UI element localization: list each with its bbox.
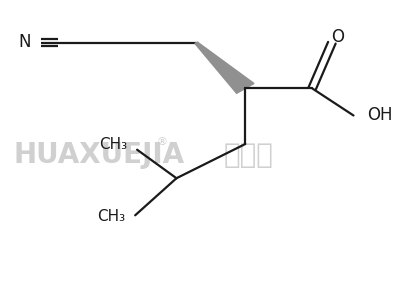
Text: OH: OH	[367, 107, 393, 124]
Text: ®: ®	[157, 138, 168, 147]
Text: CH₃: CH₃	[97, 209, 125, 224]
Text: CH₃: CH₃	[99, 137, 127, 152]
Text: HUAXUEJIA: HUAXUEJIA	[13, 141, 184, 169]
Text: N: N	[19, 33, 31, 51]
Text: 化学加: 化学加	[224, 141, 274, 169]
Text: O: O	[331, 28, 344, 46]
Polygon shape	[195, 42, 254, 93]
